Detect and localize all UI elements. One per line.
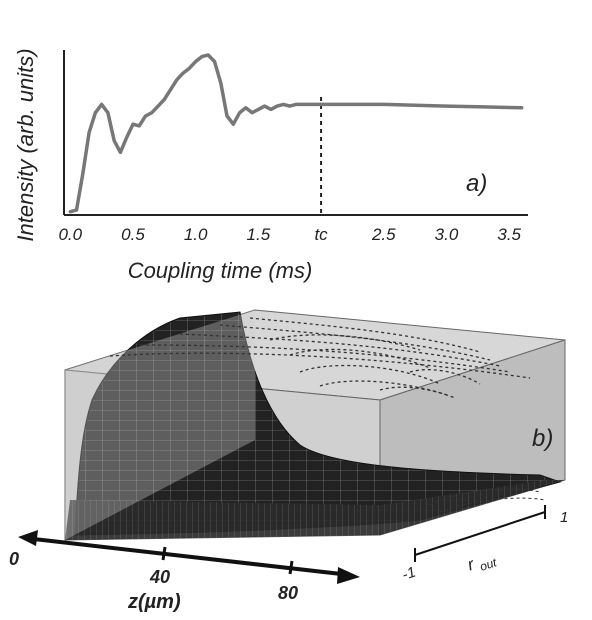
r-out-axis-title: r	[465, 554, 478, 574]
z-tick-label-40: 40	[149, 567, 170, 587]
x-tick-label-3: 1.5	[247, 225, 271, 244]
x-tick-label-4: tc	[314, 225, 328, 244]
r-tick-label-1: 1	[560, 509, 568, 526]
r-out-axis	[414, 505, 546, 562]
panel-a: 0.0 0.5 1.0 1.5 tc 2.5 3.0 3.5 a) Coupling time…	[13, 48, 528, 283]
surface-contours	[109, 317, 531, 399]
panel-b: b) 0 40 80 z(µm) -1 1 r out	[9, 309, 568, 613]
r-out-axis-subscript: out	[478, 555, 499, 574]
x-tick-label-1: 0.5	[121, 225, 145, 244]
x-tick-label-7: 3.5	[497, 225, 521, 244]
panel-b-label: b)	[532, 425, 553, 452]
z-axis	[18, 530, 360, 584]
z-axis-arrow-left	[18, 530, 38, 546]
panel-a-y-axis-title: Intensity (arb. units)	[13, 48, 38, 241]
x-tick-label-2: 1.0	[184, 225, 208, 244]
x-tick-label-6: 3.0	[435, 225, 459, 244]
panel-a-x-axis-title: Coupling time (ms)	[128, 258, 313, 283]
z-tick-label-0: 0	[9, 549, 19, 569]
surface-floor-mesh	[65, 480, 565, 540]
z-axis-tick-mark	[161, 546, 167, 561]
intensity-series-line	[68, 53, 524, 214]
surface-translucent-slab	[65, 310, 255, 540]
z-axis-title: z(µm)	[127, 591, 181, 613]
z-axis-arrow-right	[337, 567, 360, 584]
x-tick-label-0: 0.0	[58, 225, 82, 244]
z-axis-tick-mark	[288, 560, 294, 575]
x-tick-label-5: 2.5	[371, 225, 396, 244]
z-tick-label-80: 80	[278, 583, 298, 603]
r-tick-label-neg1: -1	[400, 564, 418, 584]
panel-a-label: a)	[466, 170, 487, 197]
floor-contours	[429, 488, 546, 513]
